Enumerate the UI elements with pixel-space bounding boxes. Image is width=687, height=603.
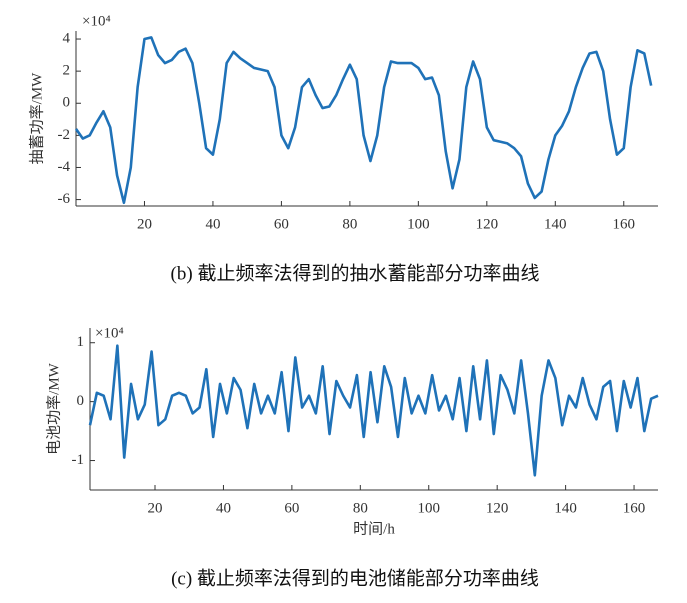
x-tick-label: 100 <box>417 500 440 516</box>
x-tick-label: 60 <box>274 216 289 232</box>
x-tick-label: 140 <box>554 500 577 516</box>
x-tick-label: 120 <box>486 500 509 516</box>
y-tick-label: -4 <box>58 159 71 175</box>
caption: (b) 截止频率法得到的抽水蓄能部分功率曲线 <box>171 262 540 284</box>
y-tick-label: 4 <box>63 30 71 46</box>
x-tick-label: 80 <box>353 500 368 516</box>
exponent: ×10⁴ <box>95 325 124 341</box>
x-tick-label: 80 <box>342 216 357 232</box>
y-axis-label: 电池功率/MW <box>45 362 62 455</box>
y-tick-label: -6 <box>58 191 71 207</box>
caption: (c) 截止频率法得到的电池储能部分功率曲线 <box>171 567 539 589</box>
y-tick-label: 2 <box>63 63 71 79</box>
y-axis-label: 抽蓄功率/MW <box>28 72 45 165</box>
x-tick-label: 120 <box>476 216 499 232</box>
x-tick-label: 100 <box>407 216 430 232</box>
y-tick-label: 0 <box>63 95 71 111</box>
y-tick-label: -1 <box>72 452 85 468</box>
x-axis-label: 时间/h <box>353 520 395 537</box>
x-tick-label: 160 <box>623 500 646 516</box>
data-line <box>88 344 659 477</box>
x-tick-label: 40 <box>216 500 231 516</box>
y-tick-label: -2 <box>58 127 71 143</box>
data-line <box>74 36 653 205</box>
x-tick-label: 20 <box>148 500 163 516</box>
x-tick-label: 160 <box>613 216 636 232</box>
exponent: ×10⁴ <box>82 13 111 29</box>
x-tick-label: 40 <box>205 216 220 232</box>
y-tick-label: 0 <box>77 393 85 409</box>
x-tick-label: 60 <box>284 500 299 516</box>
x-tick-label: 20 <box>137 216 152 232</box>
x-tick-label: 140 <box>544 216 567 232</box>
y-tick-label: 1 <box>77 334 85 350</box>
